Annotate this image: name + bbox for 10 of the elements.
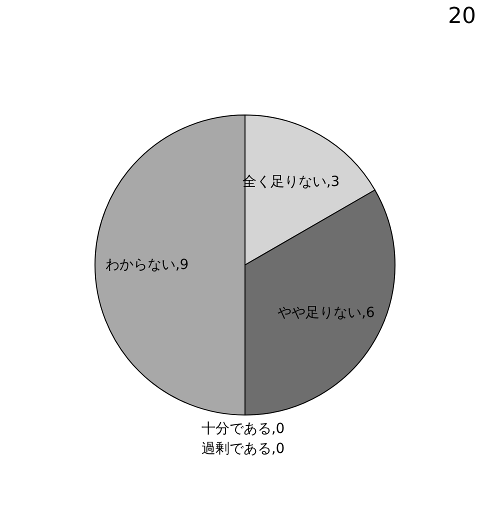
text: 20 [448,4,476,29]
category-label: 過剰である [201,441,272,457]
category-label: 十分である [201,421,272,437]
text: ,0 [271,421,285,437]
text: ,0 [271,441,285,457]
slice-label: わからない [105,257,176,273]
slice-label: やや足りない [277,305,362,321]
data-label: ,6 [361,305,375,321]
data-label: ,9 [175,257,189,273]
data-label: ,3 [326,174,340,190]
